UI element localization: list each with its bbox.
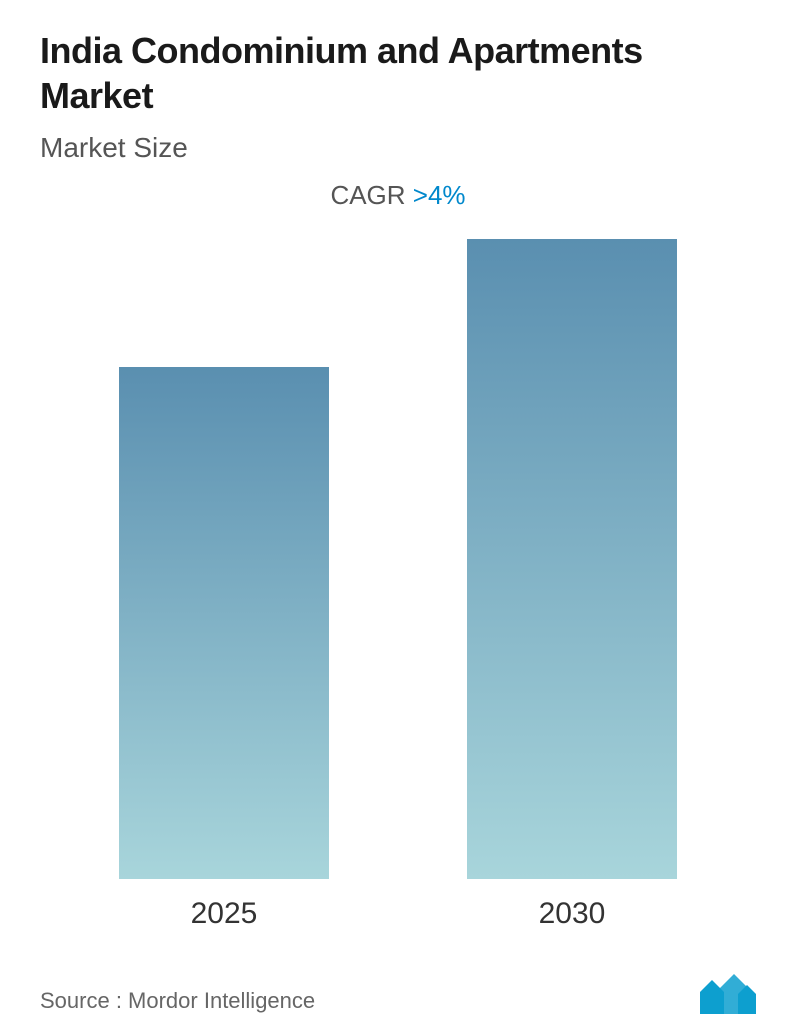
chart-footer: Source : Mordor Intelligence <box>40 974 756 1014</box>
chart-title: India Condominium and Apartments Market <box>40 28 756 118</box>
cagr-label: CAGR <box>330 180 412 210</box>
bar-wrap <box>67 367 380 879</box>
cagr-row: CAGR >4% <box>40 180 756 211</box>
bar <box>467 239 677 879</box>
bar-wrap <box>415 239 728 879</box>
x-axis-label: 2030 <box>415 897 728 931</box>
bar <box>119 367 329 879</box>
mordor-logo-icon <box>700 974 756 1014</box>
chart-plot-area <box>50 239 746 879</box>
source-text: Source : Mordor Intelligence <box>40 988 315 1014</box>
x-axis-labels: 2025 2030 <box>50 897 746 931</box>
chart-subtitle: Market Size <box>40 132 756 164</box>
x-axis-label: 2025 <box>67 897 380 931</box>
bars-row <box>50 239 746 879</box>
chart-container: India Condominium and Apartments Market … <box>0 0 796 1034</box>
cagr-value: >4% <box>413 180 466 210</box>
